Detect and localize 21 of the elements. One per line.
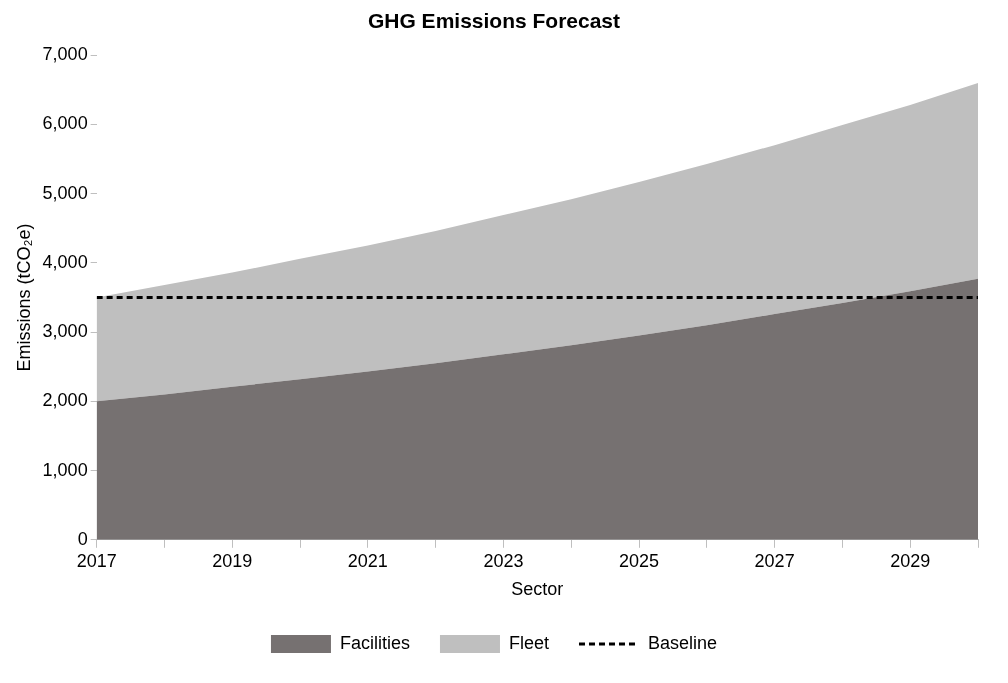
- y-tick-label: 2,000: [42, 390, 88, 411]
- y-axis-title: Emissions (tCO₂e): [13, 223, 34, 372]
- chart-title: GHG Emissions Forecast: [367, 9, 621, 33]
- x-tick-label: 2025: [618, 550, 660, 571]
- x-tick-label: 2023: [483, 550, 524, 571]
- y-tick-label: 0: [77, 528, 88, 549]
- x-tick-label: 2019: [212, 550, 253, 571]
- x-tick-label: 2017: [76, 550, 117, 571]
- legend-label: Facilities: [339, 632, 410, 653]
- x-tick-label: 2027: [754, 550, 795, 571]
- x-axis-title: Sector: [511, 579, 564, 600]
- legend-label: Fleet: [508, 632, 550, 653]
- y-tick-label: 1,000: [42, 459, 88, 480]
- y-tick-label: 4,000: [42, 251, 88, 272]
- y-tick-label: 3,000: [42, 321, 88, 342]
- legend-label: Baseline: [647, 632, 718, 653]
- x-tick-label: 2029: [890, 550, 931, 571]
- y-tick-label: 5,000: [42, 182, 88, 203]
- x-tick-label: 2021: [347, 550, 388, 571]
- y-tick-label: 6,000: [42, 113, 88, 134]
- y-tick-label: 7,000: [42, 44, 88, 65]
